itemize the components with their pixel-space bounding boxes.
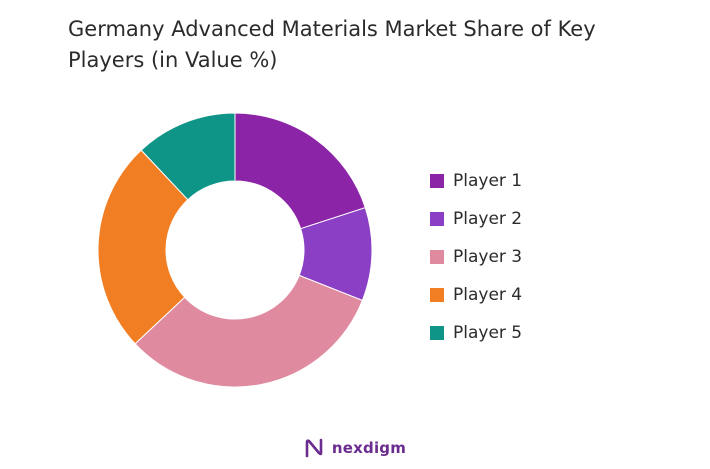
legend-label: Player 4 bbox=[453, 285, 523, 305]
brand-footer: nexdigm bbox=[0, 438, 710, 458]
legend-label: Player 1 bbox=[453, 171, 523, 191]
legend-item-4: Player 4 bbox=[430, 276, 522, 314]
legend-swatch bbox=[430, 212, 444, 226]
brand-name: nexdigm bbox=[331, 439, 407, 457]
chart-legend: Player 1 Player 2 Player 3 Player 4 Player 5 bbox=[430, 162, 522, 352]
legend-swatch bbox=[430, 250, 444, 264]
chart-title: Germany Advanced Materials Market Share … bbox=[68, 17, 596, 72]
legend-item-1: Player 1 bbox=[430, 162, 522, 200]
legend-swatch bbox=[430, 288, 444, 302]
legend-item-3: Player 3 bbox=[430, 238, 522, 276]
nexdigm-logo-icon bbox=[305, 438, 323, 458]
donut-slice-3 bbox=[134, 274, 364, 388]
legend-item-5: Player 5 bbox=[430, 314, 522, 352]
legend-item-2: Player 2 bbox=[430, 200, 522, 238]
legend-label: Player 3 bbox=[453, 247, 523, 267]
donut-slice-4 bbox=[97, 149, 189, 345]
legend-label: Player 5 bbox=[453, 323, 523, 343]
legend-swatch bbox=[430, 174, 444, 188]
donut-slice-5 bbox=[140, 112, 236, 201]
donut-slice-1 bbox=[234, 112, 366, 230]
legend-label: Player 2 bbox=[453, 209, 523, 229]
legend-swatch bbox=[430, 326, 444, 340]
